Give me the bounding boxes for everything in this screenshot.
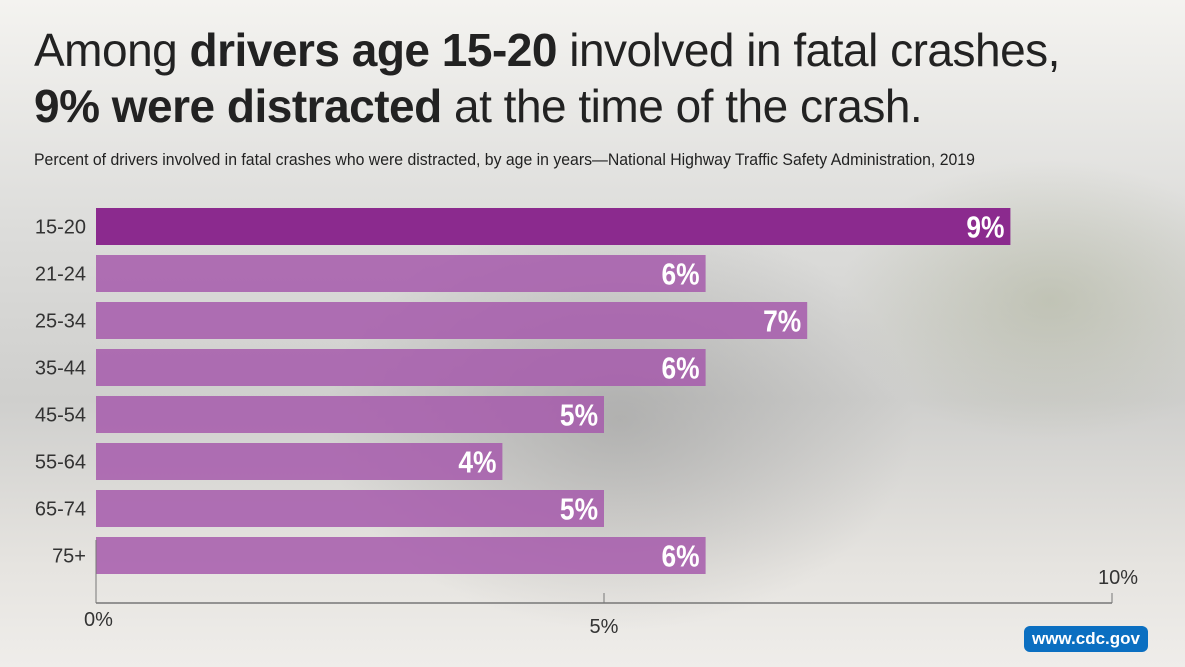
headline-bold: 9% were distracted	[34, 80, 442, 132]
bar-25-34	[96, 302, 808, 339]
data-label: 7%	[763, 305, 801, 339]
data-label: 5%	[560, 493, 598, 527]
data-label: 6%	[662, 258, 700, 292]
category-label: 75+	[52, 546, 86, 568]
bar-75+	[96, 537, 706, 574]
bar-55-64	[96, 443, 503, 480]
category-label: 25-34	[35, 311, 86, 333]
bar-45-54	[96, 396, 604, 433]
data-label: 5%	[560, 399, 598, 433]
category-label: 45-54	[35, 405, 86, 427]
cdc-website-link[interactable]: www.cdc.gov	[1024, 626, 1148, 652]
headline-text: at the time of the crash.	[441, 80, 923, 132]
category-label: 65-74	[35, 499, 86, 521]
bar-15-20	[96, 208, 1011, 245]
headline-text: involved in fatal crashes,	[556, 24, 1060, 76]
data-label: 6%	[662, 352, 700, 386]
category-label: 55-64	[35, 452, 86, 474]
category-label: 15-20	[35, 217, 86, 239]
bar-21-24	[96, 255, 706, 292]
bar-65-74	[96, 490, 604, 527]
x-tick-label: 5%	[590, 616, 619, 638]
headline-text: Among	[34, 24, 190, 76]
x-tick-label: 0%	[84, 609, 113, 631]
category-label: 35-44	[35, 358, 86, 380]
data-label: 9%	[966, 211, 1004, 245]
bar-35-44	[96, 349, 706, 386]
data-label: 6%	[662, 540, 700, 574]
category-label: 21-24	[35, 264, 86, 286]
chart-subtitle: Percent of drivers involved in fatal cra…	[34, 150, 975, 169]
x-tick-label: 10%	[1098, 567, 1138, 589]
headline-bold: drivers age 15-20	[189, 24, 558, 76]
headline: Among drivers age 15-20 involved in fata…	[34, 22, 1060, 134]
data-label: 4%	[458, 446, 496, 480]
